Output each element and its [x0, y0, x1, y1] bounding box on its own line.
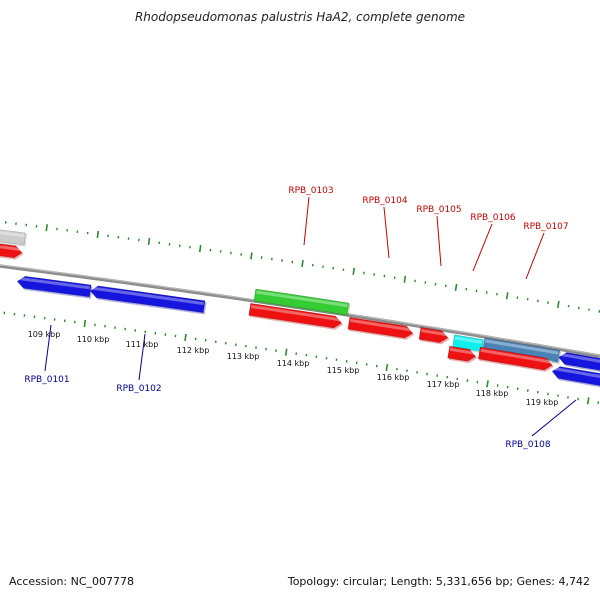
gene-feature-red [347, 316, 414, 339]
gene-feature-red [0, 243, 23, 259]
gene-feature-highlight [480, 348, 552, 364]
inner-tick-ring-major-tick [586, 397, 590, 405]
gene-label-forward: RPB_0107 [523, 222, 568, 232]
gene-label-forward: RPB_0103 [288, 186, 333, 196]
inner-tick-ring-major-tick [486, 380, 489, 388]
gene-feature-highlight [91, 286, 204, 306]
inner-tick-ring-major-tick [83, 319, 87, 328]
gene-feature-blue [551, 366, 600, 386]
gene-leader-line [138, 333, 146, 381]
outer-tick-ring-major-tick [454, 283, 458, 292]
gene-feature-grey [0, 229, 26, 246]
outer-tick-ring-major-tick [301, 259, 304, 268]
ruler-label: 116 kbp [377, 373, 410, 382]
gene-leader-line [383, 206, 390, 259]
outer-tick-ring-major-tick [96, 230, 100, 239]
inner-tick-ring-major-tick [184, 333, 187, 342]
outer-tick-ring-major-tick [403, 275, 407, 283]
gene-label-forward: RPB_0105 [416, 205, 461, 215]
outer-tick-ring-major-tick [147, 237, 151, 246]
gene-feature-green [253, 288, 350, 316]
gene-label-reverse: RPB_0108 [505, 440, 551, 450]
gene-feature-blue [16, 275, 92, 298]
gene-feature-red [477, 346, 553, 371]
ruler-label: 110 kbp [77, 335, 110, 344]
gene-feature-highlight [18, 277, 90, 290]
genome-backbone [0, 264, 600, 358]
gene-label-reverse: RPB_0102 [116, 384, 161, 394]
outer-tick-ring-major-tick [352, 267, 355, 275]
gene-leader-line [525, 232, 545, 280]
ruler-label: 112 kbp [177, 346, 210, 355]
inner-tick-ring-major-tick [284, 348, 288, 356]
ruler-label: 117 kbp [427, 380, 460, 389]
gene-feature-highlight [256, 290, 348, 308]
outer-tick-ring-major-tick [198, 244, 202, 253]
gene-feature-highlight [454, 336, 483, 344]
gene-feature-highlight [0, 231, 25, 238]
map-title: Rhodopseudomonas palustris HaA2, complet… [134, 10, 466, 24]
ruler-label: 115 kbp [327, 366, 360, 375]
gene-feature-highlight [350, 318, 413, 332]
gene-feature-blue [89, 285, 206, 314]
outer-tick-ring-major-tick [250, 252, 253, 260]
gene-label-reverse: RPB_0101 [24, 375, 69, 385]
ruler-label: 113 kbp [227, 352, 260, 361]
inner-tick-ring-major-tick [385, 363, 389, 372]
ruler-label: 118 kbp [476, 389, 509, 398]
ruler-label: 119 kbp [526, 398, 559, 407]
ruler-label: 114 kbp [277, 359, 310, 368]
gene-feature-highlight [0, 245, 22, 252]
gene-leader-line [303, 196, 310, 246]
gene-feature-red [447, 345, 477, 362]
outer-tick-ring-major-tick [505, 292, 509, 300]
gene-leader-line [44, 324, 52, 372]
ruler-label: 111 kbp [126, 340, 159, 349]
gene-feature-red [418, 327, 449, 343]
gene-label-forward: RPB_0106 [470, 213, 516, 223]
outer-tick-ring-major-tick [45, 224, 48, 232]
accession-text: Accession: NC_007778 [9, 575, 135, 588]
gene-feature-highlight [485, 339, 559, 355]
gene-feature-highlight [559, 352, 600, 363]
gene-leader-line [436, 215, 442, 267]
gene-leader-line [472, 223, 493, 272]
outer-tick-ring-major-tick [557, 300, 560, 309]
gene-feature-highlight [421, 329, 448, 337]
gene-label-forward: RPB_0104 [362, 196, 408, 206]
gene-feature-highlight [553, 367, 600, 379]
gene-leader-line [531, 399, 577, 437]
gene-feature-highlight [449, 347, 476, 355]
genome-summary-text: Topology: circular; Length: 5,331,656 bp… [287, 575, 590, 588]
ruler-label: 109 kbp [28, 330, 61, 339]
gene-feature-blue [558, 352, 600, 371]
gene-feature-highlight [250, 305, 342, 322]
gene-feature-red [248, 303, 343, 329]
